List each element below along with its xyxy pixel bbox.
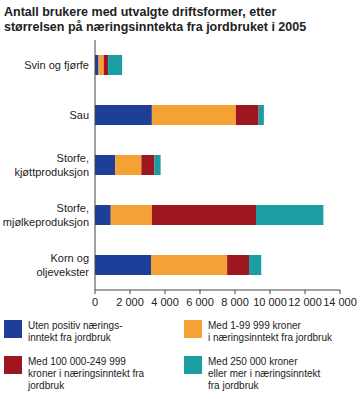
- bar-segment: [95, 55, 99, 75]
- x-tick-label: 6 000: [186, 296, 214, 308]
- x-tick: [270, 290, 271, 294]
- title: Antall brukere med utvalgte driftsformer…: [4, 5, 306, 34]
- x-tick-label: 2 000: [116, 296, 144, 308]
- x-tick-label: 12 000: [288, 296, 322, 308]
- bar-segment: [141, 155, 154, 175]
- bar-segment: [95, 105, 152, 125]
- category-label: Sau: [69, 109, 89, 121]
- bar-segment: [95, 255, 151, 275]
- bars: [95, 55, 323, 275]
- x-tick: [200, 290, 201, 294]
- bar-segment: [104, 55, 108, 75]
- bar-segment: [95, 205, 111, 225]
- category-label: Korn ogoljevekster: [36, 252, 89, 278]
- category-label: Storfe,mjølkeproduksjon: [3, 202, 89, 228]
- legend-label: Med 1-99 999 kroneri næringsinntekt fra …: [208, 320, 333, 343]
- x-tick: [340, 290, 341, 294]
- x-tick-label: 10 000: [253, 296, 287, 308]
- category-label: Storfe,kjøttproduksjon: [14, 152, 89, 178]
- legend-swatch: [184, 320, 202, 338]
- x-tick-label: 4 000: [151, 296, 179, 308]
- bar-segment: [152, 205, 256, 225]
- legend-label: Med 250 000 kronereller mer i næringsinn…: [208, 356, 320, 391]
- bar-segment: [111, 205, 152, 225]
- bar-segment: [115, 155, 141, 175]
- bar-segment: [249, 255, 261, 275]
- bar-segment: [227, 255, 249, 275]
- bar-segment: [259, 105, 264, 125]
- bar-segment: [95, 155, 115, 175]
- x-tick-label: 8 000: [221, 296, 249, 308]
- bar-segment: [155, 155, 161, 175]
- legend-swatch: [4, 320, 22, 338]
- legend-label: Uten positiv nærings-inntekt fra jordbru…: [28, 320, 122, 343]
- bar-segment: [236, 105, 259, 125]
- category-label: Svin og fjørfe: [24, 59, 89, 71]
- x-tick: [130, 290, 131, 294]
- x-tick-label: 14 000: [323, 296, 357, 308]
- y-axis: [95, 40, 96, 290]
- x-axis: [95, 290, 340, 291]
- bar-segment: [99, 55, 104, 75]
- x-tick: [305, 290, 306, 294]
- legend-label: Med 100 000-249 999kroner i næringsinnte…: [27, 356, 145, 391]
- legend-swatch: [184, 356, 202, 374]
- bar-segment: [108, 55, 122, 75]
- chart: Antall brukere med utvalgte driftsformer…: [0, 0, 363, 399]
- x-tick: [165, 290, 166, 294]
- bar-segment: [256, 205, 323, 225]
- legend-swatch: [4, 356, 22, 374]
- bar-segment: [152, 105, 236, 125]
- x-tick-label: 0: [92, 296, 98, 308]
- x-tick: [235, 290, 236, 294]
- x-tick: [95, 290, 96, 294]
- bar-segment: [151, 255, 227, 275]
